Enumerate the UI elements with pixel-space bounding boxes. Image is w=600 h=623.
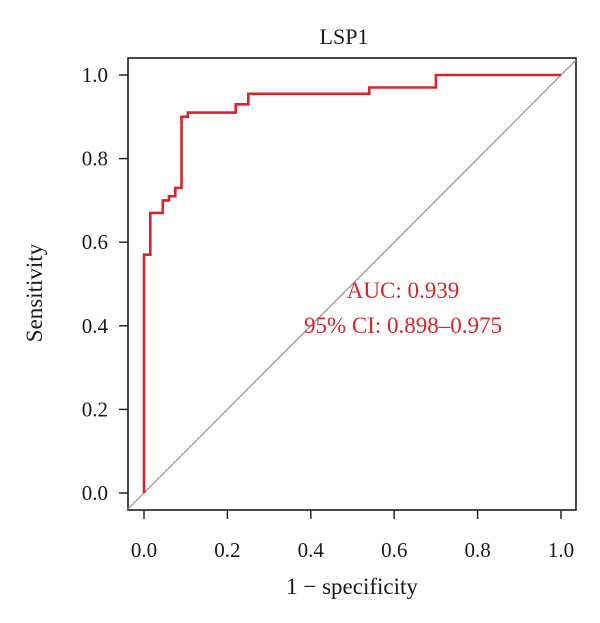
roc-curve <box>142 73 561 493</box>
plot-frame <box>127 57 577 511</box>
y-tick-label: 0.4 <box>82 314 109 338</box>
y-tick-label: 0.8 <box>82 147 108 171</box>
y-tick-label: 0.2 <box>82 397 108 421</box>
y-axis: 0.0 0.2 0.4 0.6 0.8 1.0 <box>82 63 128 505</box>
y-tick-label: 0.0 <box>82 481 108 505</box>
x-tick-label: 1.0 <box>548 538 574 562</box>
chart-title: LSP1 <box>320 24 369 49</box>
x-axis: 0.0 0.2 0.4 0.6 0.8 1.0 <box>131 510 574 562</box>
y-tick-label: 0.6 <box>82 230 108 254</box>
x-axis-title: 1 − specificity <box>286 574 418 599</box>
x-tick-label: 0.2 <box>214 538 240 562</box>
x-tick-label: 0.6 <box>381 538 407 562</box>
x-tick-label: 0.0 <box>131 538 157 562</box>
reference-diagonal <box>127 59 577 510</box>
x-tick-label: 0.4 <box>298 538 325 562</box>
ci-annotation: 95% CI: 0.898–0.975 <box>304 313 502 338</box>
y-axis-title: Sensitivity <box>22 243 47 342</box>
x-tick-label: 0.8 <box>464 538 490 562</box>
y-tick-label: 1.0 <box>82 63 108 87</box>
auc-annotation: AUC: 0.939 <box>347 278 459 303</box>
